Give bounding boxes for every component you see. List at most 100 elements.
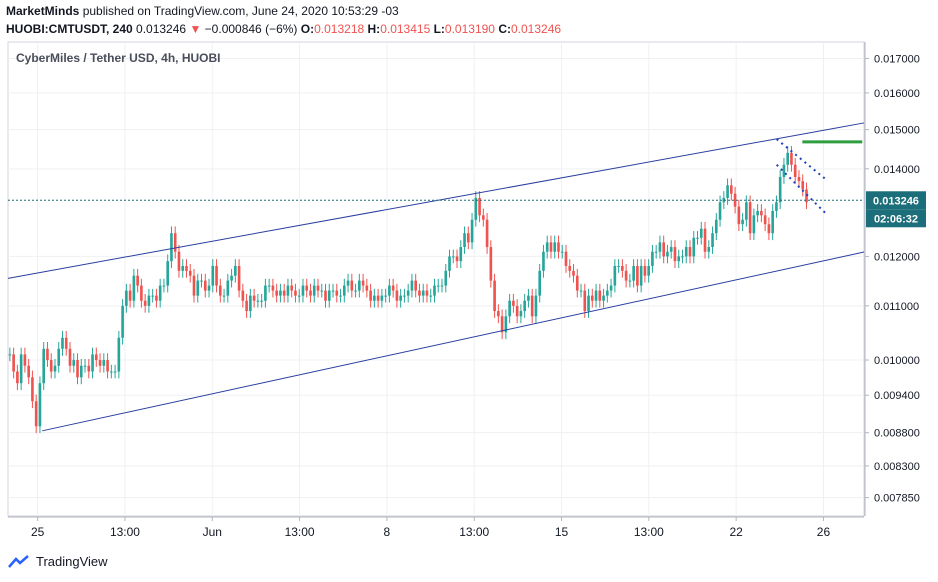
candle-body <box>305 285 309 291</box>
candle-body <box>320 290 324 292</box>
candle-body <box>102 360 106 366</box>
candle-body <box>399 295 402 301</box>
x-tick-label: 22 <box>729 525 743 539</box>
candle-body <box>380 295 384 301</box>
candle-body <box>297 295 301 297</box>
candle-body <box>403 295 406 297</box>
candle-body <box>538 270 542 296</box>
candle-body <box>707 247 711 252</box>
candle-body <box>128 290 132 301</box>
y-tick-label: 0.011000 <box>874 301 919 313</box>
candle-body <box>143 300 147 306</box>
candle-body <box>474 197 478 220</box>
candle-body <box>264 285 267 301</box>
candle-body <box>425 290 429 296</box>
candle-body <box>575 275 579 291</box>
candle-body <box>72 360 76 366</box>
candle-body <box>155 295 158 301</box>
candle-body <box>410 280 414 291</box>
candle-body <box>478 197 481 216</box>
candle-body <box>602 295 605 301</box>
candle-body <box>192 275 196 296</box>
author-name: MarketMinds <box>6 4 80 18</box>
high-label: H: <box>367 22 381 36</box>
low-value: 0.013190 <box>444 22 495 36</box>
candle-body <box>94 354 98 361</box>
candle-body <box>388 285 391 296</box>
candle-body <box>767 224 771 234</box>
candle-body <box>117 337 121 372</box>
candle-body <box>365 285 369 291</box>
last-price: 0.013246 <box>136 22 187 36</box>
candle-body <box>384 295 387 297</box>
y-tick-label: 0.008800 <box>874 428 920 440</box>
candle-body <box>748 202 752 234</box>
candle-body <box>226 280 230 296</box>
candle-body <box>34 401 38 427</box>
candle-body <box>181 265 185 271</box>
candle-body <box>241 290 245 301</box>
x-tick-label: 8 <box>384 525 391 539</box>
candle-body <box>688 247 692 257</box>
published-text: published on TradingView.com, June 24, 2… <box>82 4 399 18</box>
candle-body <box>451 256 455 258</box>
candle-body <box>786 152 790 165</box>
candle-body <box>658 242 662 252</box>
price-change: −0.000846 (−6%) <box>204 22 298 36</box>
candle-body <box>497 311 500 317</box>
candle-body <box>162 285 166 287</box>
x-tick-label: 25 <box>31 525 45 539</box>
candle-body <box>166 261 170 286</box>
candle-body <box>147 295 151 306</box>
y-tick-label: 0.014000 <box>874 164 920 176</box>
y-tick-label: 0.010000 <box>874 355 920 367</box>
candle-body <box>579 290 583 292</box>
y-tick-label: 0.007850 <box>874 493 920 505</box>
candle-body <box>98 360 102 366</box>
y-tick-label: 0.009400 <box>874 390 920 402</box>
candle-body <box>12 354 15 372</box>
candle-body <box>207 285 211 291</box>
candle-body <box>594 290 598 301</box>
tradingview-footer: TradingView <box>8 554 108 569</box>
candle-body <box>136 275 139 286</box>
x-tick-label: 13:00 <box>285 525 315 539</box>
candle-body <box>587 295 590 312</box>
candle-body <box>485 219 489 248</box>
candle-body <box>756 210 759 216</box>
candle-body <box>324 290 327 301</box>
candle-body <box>290 285 294 291</box>
candle-body <box>801 181 805 190</box>
open-label: O: <box>300 22 315 36</box>
candle-body <box>121 305 124 338</box>
candle-body <box>684 247 688 257</box>
candle-body <box>42 348 46 384</box>
x-tick-label: Jun <box>203 525 222 539</box>
candle-body <box>741 219 744 225</box>
candle-body <box>230 275 233 281</box>
candle-body <box>279 290 282 296</box>
candle-body <box>275 290 278 296</box>
candle-body <box>440 285 444 287</box>
low-label: L: <box>433 22 445 36</box>
candle-body <box>316 285 320 291</box>
y-tick-label: 0.016000 <box>874 88 920 100</box>
candle-body <box>282 290 286 296</box>
candle-body <box>564 251 568 266</box>
candle-body <box>508 300 511 317</box>
candle-body <box>203 280 207 291</box>
candle-body <box>703 228 707 252</box>
candle-body <box>249 295 252 312</box>
candle-body <box>489 247 493 281</box>
candle-body <box>335 290 339 296</box>
candle-body <box>609 285 613 291</box>
candle-body <box>173 233 177 252</box>
candle-body <box>79 365 83 378</box>
candle-body <box>613 265 617 286</box>
candle-body <box>470 219 474 243</box>
candle-body <box>294 290 297 296</box>
candle-body <box>459 247 463 262</box>
candle-body <box>669 247 673 252</box>
candle-body <box>286 285 290 296</box>
